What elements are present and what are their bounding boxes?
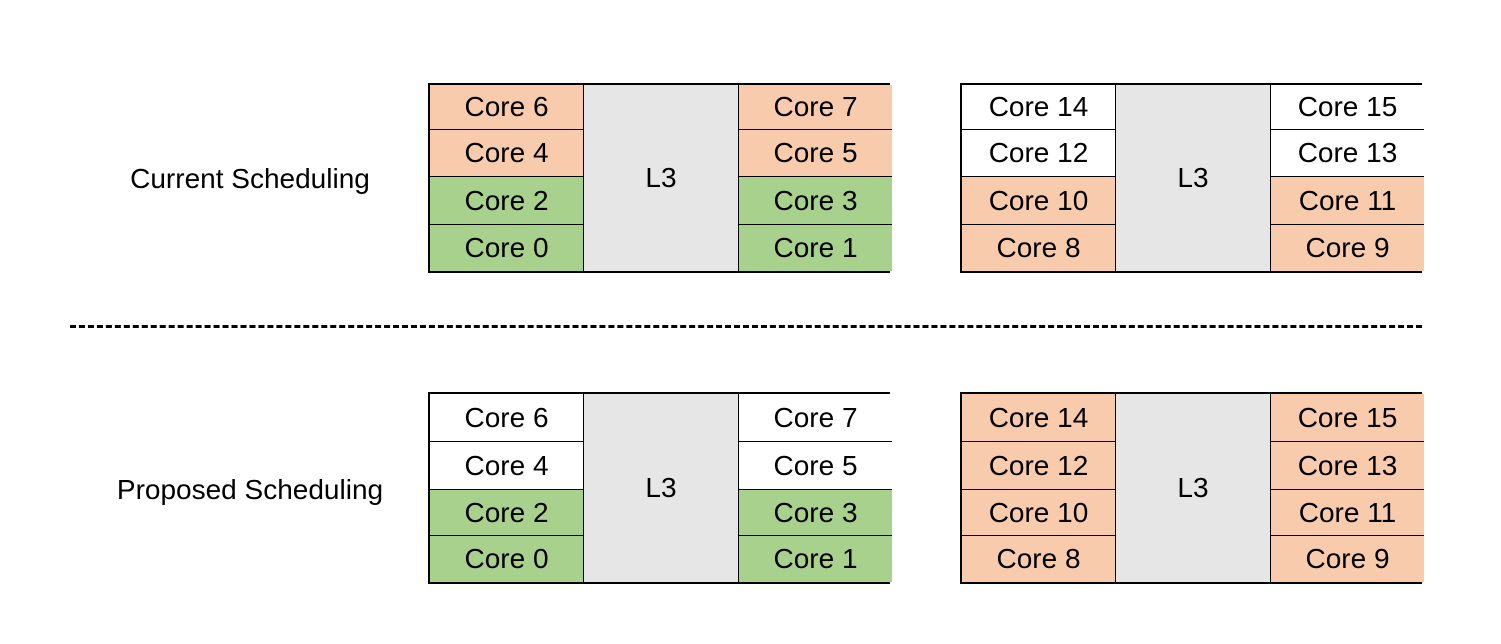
core-cell: Core 9 bbox=[1270, 536, 1424, 582]
core-cell: Core 1 bbox=[738, 536, 892, 582]
core-cell: Core 2 bbox=[430, 177, 584, 225]
core-cell: Core 9 bbox=[1270, 225, 1424, 271]
current-ccx-0: Core 6 Core 4 Core 2 Core 0 L3 Core 7 Co… bbox=[428, 83, 892, 273]
l3-cache: L3 bbox=[584, 394, 738, 582]
core-cell: Core 12 bbox=[962, 442, 1116, 490]
core-cell: Core 4 bbox=[430, 130, 584, 177]
proposed-scheduling-label: Proposed Scheduling bbox=[116, 474, 384, 505]
core-cell: Core 15 bbox=[1270, 394, 1424, 442]
current-scheduling-label: Current Scheduling bbox=[130, 163, 370, 194]
core-cell: Core 7 bbox=[738, 85, 892, 130]
core-cell: Core 6 bbox=[430, 85, 584, 130]
core-cell: Core 0 bbox=[430, 225, 584, 271]
core-cell: Core 15 bbox=[1270, 85, 1424, 130]
dashed-separator bbox=[70, 325, 1422, 328]
core-cell: Core 6 bbox=[430, 394, 584, 442]
core-cell: Core 13 bbox=[1270, 442, 1424, 490]
core-cell: Core 0 bbox=[430, 536, 584, 582]
core-cell: Core 8 bbox=[962, 536, 1116, 582]
proposed-ccx-1: Core 14 Core 12 Core 10 Core 8 L3 Core 1… bbox=[960, 392, 1424, 584]
core-cell: Core 3 bbox=[738, 490, 892, 536]
core-cell: Core 14 bbox=[962, 394, 1116, 442]
core-cell: Core 10 bbox=[962, 177, 1116, 225]
l3-cache: L3 bbox=[1116, 394, 1270, 582]
core-cell: Core 1 bbox=[738, 225, 892, 271]
core-cell: Core 8 bbox=[962, 225, 1116, 271]
core-cell: Core 12 bbox=[962, 130, 1116, 177]
l3-cache: L3 bbox=[1116, 85, 1270, 271]
core-cell: Core 4 bbox=[430, 442, 584, 490]
core-cell: Core 5 bbox=[738, 130, 892, 177]
core-cell: Core 11 bbox=[1270, 490, 1424, 536]
core-cell: Core 13 bbox=[1270, 130, 1424, 177]
current-ccx-1: Core 14 Core 12 Core 10 Core 8 L3 Core 1… bbox=[960, 83, 1424, 273]
core-cell: Core 3 bbox=[738, 177, 892, 225]
l3-cache: L3 bbox=[584, 85, 738, 271]
proposed-ccx-0: Core 6 Core 4 Core 2 Core 0 L3 Core 7 Co… bbox=[428, 392, 892, 584]
core-cell: Core 5 bbox=[738, 442, 892, 490]
core-cell: Core 14 bbox=[962, 85, 1116, 130]
core-cell: Core 10 bbox=[962, 490, 1116, 536]
core-cell: Core 11 bbox=[1270, 177, 1424, 225]
core-cell: Core 7 bbox=[738, 394, 892, 442]
core-cell: Core 2 bbox=[430, 490, 584, 536]
